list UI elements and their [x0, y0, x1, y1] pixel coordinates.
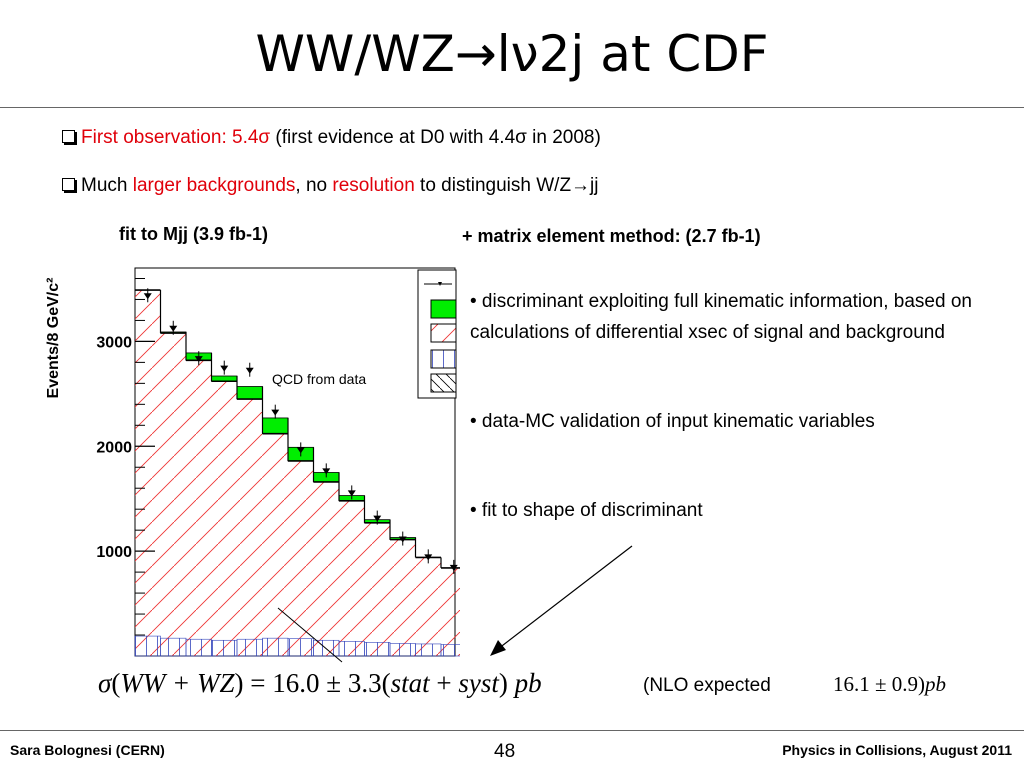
result-value: = 16.0 ± 3.3( [250, 668, 391, 698]
low-background-bar [185, 638, 212, 657]
data-point [347, 490, 356, 497]
nlo-label: (NLO expected [643, 675, 771, 696]
checkbox-bullet-icon [62, 178, 75, 191]
legend-qcd-swatch [430, 373, 457, 393]
left-heading: fit to Mjj (3.9 fb-1) [119, 224, 268, 244]
bullet-2-text: Much larger backgrounds, no resolution t… [81, 175, 599, 196]
bullet-1-text: First observation: 5.4σ (first evidence … [81, 127, 601, 148]
y-axis-label: Events/8 GeV/c² [45, 278, 62, 399]
legend-signal-swatch [430, 299, 457, 319]
mjj-histogram: 1000 2000 3000 QCD from data Events/8 GeV/… [45, 267, 460, 663]
data-point [449, 564, 458, 571]
legend-box [417, 269, 457, 399]
low-background-bar [415, 643, 442, 657]
background-bar [237, 399, 263, 656]
bullet-first-observation: First observation: 5.4σ (first evidence … [62, 126, 601, 150]
legend-data-triangle [438, 282, 442, 286]
data-point [169, 325, 178, 332]
slide-title: WW/WZ→lν2j at CDF [255, 25, 769, 83]
background-bar [211, 381, 237, 656]
low-background-bar [160, 637, 187, 657]
background-bar [441, 567, 460, 656]
bullet-text-run: Much [81, 175, 133, 196]
data-point [220, 365, 229, 372]
nlo-value: 16.1 ± 0.9)pb [833, 672, 947, 696]
title-divider [0, 107, 1024, 108]
bullet-text-run: First observation: 5.4 [81, 127, 259, 148]
annotation-arrow-right [490, 545, 633, 656]
bullet-text-run: in 2008) [526, 127, 601, 148]
y-tick-label: 2000 [96, 439, 132, 456]
data-point [194, 356, 203, 363]
background-bar [415, 557, 441, 656]
bullet-text-run: σ [515, 127, 527, 148]
right-point-2: • data-MC validation of input kinematic … [470, 411, 875, 432]
right-point-1: • discriminant exploiting full kinematic… [470, 291, 972, 343]
qcd-annotation: QCD from data [272, 371, 366, 387]
signal-bar [262, 417, 289, 435]
bullet-text-run: , no [295, 175, 333, 196]
bullet-text-run: (first evidence at D0 with 4.4 [270, 127, 516, 148]
annotation-arrow-left [277, 607, 343, 663]
background-bar [364, 522, 390, 656]
data-point [424, 554, 433, 561]
background-bar [339, 500, 365, 656]
bullet-text-run: resolution [332, 175, 415, 196]
data-point [296, 447, 305, 454]
footer-author: Sara Bolognesi (CERN) [10, 742, 165, 758]
low-background-bar [134, 635, 161, 657]
low-background-bar [338, 641, 365, 657]
data-point [322, 468, 331, 475]
bullet-text-run: σ [258, 127, 271, 148]
data-point [271, 409, 280, 416]
low-background-bar [262, 637, 289, 657]
cross-section-result: σ(WW + WZ) = 16.0 ± 3.3(stat + syst) pb [98, 668, 542, 698]
background-bar [262, 433, 288, 656]
bullet-larger-backgrounds: Much larger backgrounds, no resolution t… [62, 174, 599, 198]
y-tick-label: 3000 [96, 334, 132, 351]
signal-bar [236, 386, 263, 400]
right-heading: + matrix element method: (2.7 fb-1) [462, 226, 761, 246]
page-number: 48 [494, 741, 516, 762]
checkbox-bullet-icon [62, 130, 75, 143]
right-point-3: • fit to shape of discriminant [470, 500, 703, 521]
background-bar [160, 333, 186, 656]
low-background-bar [364, 642, 391, 657]
data-point [143, 293, 152, 300]
y-tick-label: 1000 [96, 544, 132, 561]
bullet-text-run: to distinguish W/Z→jj [414, 175, 599, 196]
low-background-bar [287, 638, 314, 657]
data-point [245, 367, 254, 374]
legend-background-swatch [430, 323, 457, 343]
legend-low-bkg-swatch [430, 349, 457, 369]
data-point [398, 536, 407, 543]
footer-event: Physics in Collisions, August 2011 [782, 742, 1012, 758]
low-background-bar [236, 638, 263, 657]
data-point [373, 515, 382, 522]
background-bar [135, 290, 161, 656]
process-label: WW + WZ [120, 668, 235, 698]
background-bar [390, 539, 416, 656]
sigma-symbol: σ [98, 668, 112, 698]
low-background-bar [211, 639, 238, 657]
background-bar [313, 481, 339, 656]
background-bar [186, 360, 212, 656]
low-background-bar [389, 643, 416, 657]
low-background-bar [440, 644, 460, 657]
footer-divider [0, 730, 1024, 731]
background-bar [288, 460, 314, 656]
bullet-text-run: larger backgrounds [132, 175, 296, 196]
